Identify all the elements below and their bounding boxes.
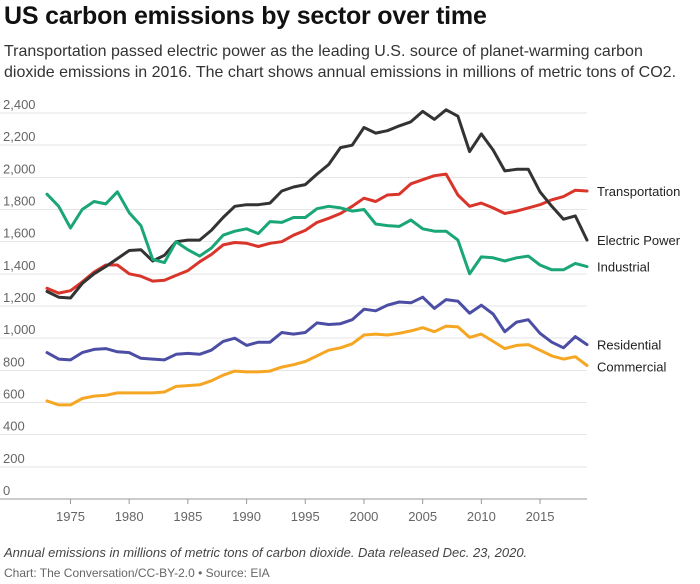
series-label-commercial: Commercial: [597, 360, 666, 375]
y-tick-label: 1,400: [3, 258, 36, 273]
series-label-electric-power: Electric Power: [597, 233, 681, 248]
series-labels: Transportation Electric Power Industrial Re…: [597, 184, 681, 375]
y-tick-label: 1,000: [3, 322, 36, 337]
y-tick-label: 1,800: [3, 194, 36, 209]
x-tick-label: 1985: [173, 509, 202, 524]
x-tick-label: 1975: [56, 509, 85, 524]
y-tick-label: 0: [3, 483, 10, 498]
series-line-commercial: [45, 324, 589, 407]
y-axis: 0 200 400 600 800 1,000 1,200 1,400 1,600 1,800 2,…: [3, 97, 36, 498]
series-line-electric-power: [45, 108, 589, 300]
chart-source: Chart: The Conversation/CC-BY-2.0 • Sour…: [4, 566, 270, 580]
x-tick-label: 2005: [408, 509, 437, 524]
y-tick-label: 1,600: [3, 226, 36, 241]
series-line-industrial: [45, 190, 589, 276]
x-axis: 1975 1980 1985 1990 1995 2000 2005 2010 2015: [56, 499, 555, 524]
x-tick-label: 2015: [526, 509, 555, 524]
y-tick-label: 800: [3, 354, 25, 369]
series-line-transportation: [45, 172, 589, 295]
y-tick-label: 2,200: [3, 129, 36, 144]
x-tick-label: 1990: [232, 509, 261, 524]
chart-subtitle: Transportation passed electric power as …: [4, 43, 677, 81]
x-tick-label: 1980: [115, 509, 144, 524]
y-tick-label: 1,200: [3, 290, 36, 305]
x-tick-label: 2000: [349, 509, 378, 524]
y-tick-label: 200: [3, 451, 25, 466]
series-line-residential: [45, 295, 589, 362]
gridlines: [0, 112, 587, 500]
y-tick-label: 400: [3, 419, 25, 434]
x-tick-label: 1995: [291, 509, 320, 524]
series-label-industrial: Industrial: [597, 260, 650, 275]
x-tick-label: 2010: [467, 509, 496, 524]
series-lines: [45, 108, 589, 407]
chart-note: Annual emissions in millions of metric t…: [4, 545, 528, 560]
y-tick-label: 600: [3, 387, 25, 402]
chart-title: US carbon emissions by sector over time: [4, 2, 487, 30]
series-label-transportation: Transportation: [597, 184, 680, 199]
y-tick-label: 2,000: [3, 161, 36, 176]
y-tick-label: 2,400: [3, 97, 36, 112]
series-label-residential: Residential: [597, 338, 661, 353]
